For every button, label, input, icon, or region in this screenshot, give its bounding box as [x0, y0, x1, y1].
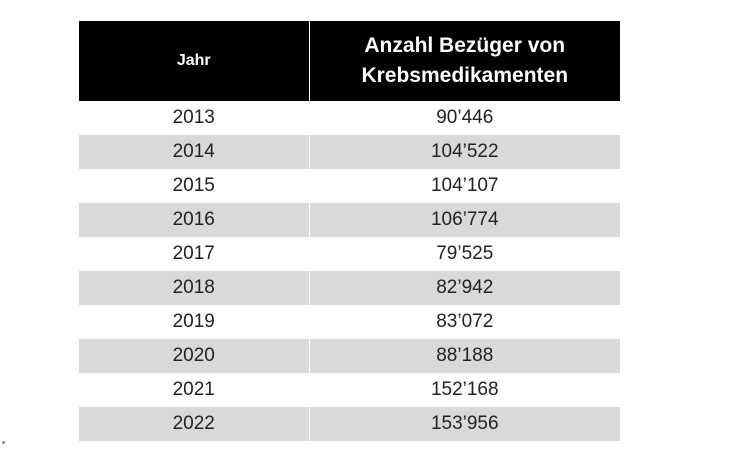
table-row: 2013 90’446: [79, 101, 620, 135]
count-cell: 83’072: [309, 305, 620, 339]
count-cell: 106’774: [309, 203, 620, 237]
header-count-line1: Anzahl Bezüger von: [364, 34, 566, 57]
table-row: 2022 153’956: [79, 407, 620, 441]
year-cell: 2013: [79, 101, 310, 135]
table-row: 2017 79’525: [79, 237, 620, 271]
table-row: 2018 82’942: [79, 271, 620, 305]
header-count-line2: Krebsmedikamenten: [361, 64, 569, 87]
count-cell: 152’168: [309, 373, 620, 407]
count-cell: 104’522: [309, 135, 620, 169]
year-cell: 2016: [79, 203, 310, 237]
table-row: 2014 104’522: [79, 135, 620, 169]
data-table-container: Jahr Anzahl Bezüger von Krebsmedikamente…: [79, 21, 620, 441]
count-cell: 90’446: [309, 101, 620, 135]
year-cell: 2022: [79, 407, 310, 441]
table-row: 2019 83’072: [79, 305, 620, 339]
year-cell: 2020: [79, 339, 310, 373]
header-count: Anzahl Bezüger von Krebsmedikamenten: [309, 21, 620, 101]
count-cell: 104’107: [309, 169, 620, 203]
year-cell: 2015: [79, 169, 310, 203]
table-body: 2013 90’446 2014 104’522 2015 104’107 2016 106’…: [79, 101, 620, 441]
count-cell: 82’942: [309, 271, 620, 305]
header-row: Jahr Anzahl Bezüger von Krebsmedikamente…: [79, 21, 620, 101]
corner-dot: [2, 441, 5, 444]
year-cell: 2014: [79, 135, 310, 169]
year-cell: 2019: [79, 305, 310, 339]
table-row: 2021 152’168: [79, 373, 620, 407]
table-row: 2015 104’107: [79, 169, 620, 203]
table-row: 2016 106’774: [79, 203, 620, 237]
count-cell: 79’525: [309, 237, 620, 271]
year-cell: 2017: [79, 237, 310, 271]
table-header: Jahr Anzahl Bezüger von Krebsmedikamente…: [79, 21, 620, 101]
cancer-medication-recipients-table: Jahr Anzahl Bezüger von Krebsmedikamente…: [79, 21, 620, 441]
table-row: 2020 88’188: [79, 339, 620, 373]
count-cell: 153’956: [309, 407, 620, 441]
year-cell: 2021: [79, 373, 310, 407]
header-year: Jahr: [79, 21, 310, 101]
count-cell: 88’188: [309, 339, 620, 373]
year-cell: 2018: [79, 271, 310, 305]
